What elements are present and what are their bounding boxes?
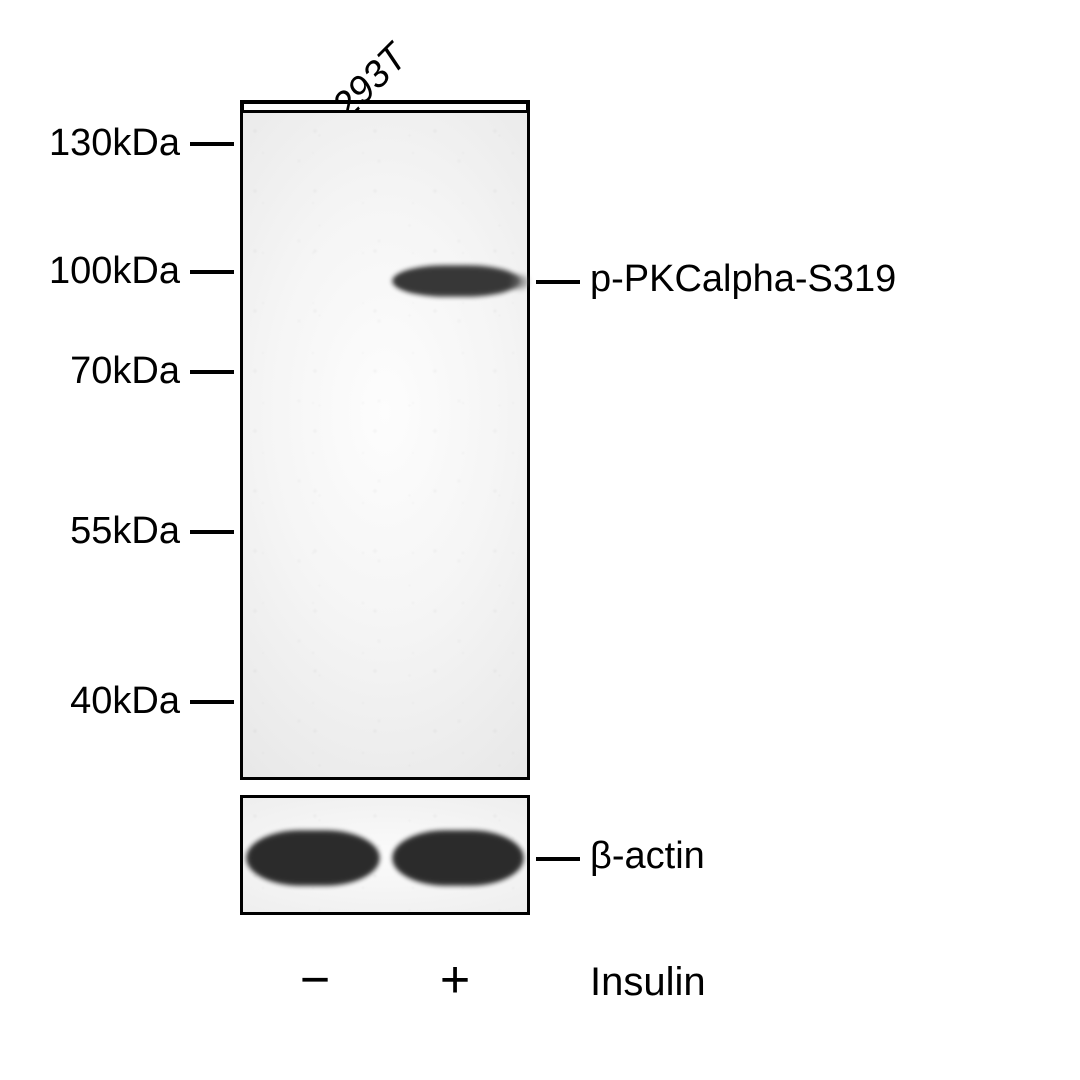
mw-130: 130kDa	[20, 122, 180, 165]
mw-40: 40kDa	[20, 680, 180, 723]
mw-55-tick	[190, 530, 234, 534]
mw-70-tick	[190, 370, 234, 374]
main-blot-grain	[243, 113, 527, 777]
mw-55: 55kDa	[20, 510, 180, 553]
lane2-plus: +	[430, 950, 480, 1010]
mw-100-tick	[190, 270, 234, 274]
actin-label: β-actin	[590, 835, 705, 878]
sample-rule	[240, 100, 530, 104]
p-pkc-label: p-PKCalpha-S319	[590, 258, 896, 301]
treatment-label: Insulin	[590, 960, 706, 1005]
western-blot-figure: 293T 130kDa 100kDa 70kDa 55kDa 40kDa p-P…	[0, 0, 1080, 1080]
actin-band-lane1-halo	[246, 830, 380, 886]
mw-70: 70kDa	[20, 350, 180, 393]
p-pkc-band-lane2-halo	[392, 265, 520, 297]
p-pkc-tick	[536, 280, 580, 284]
p-pkc-band-lane2-trail	[510, 275, 528, 289]
mw-100: 100kDa	[20, 250, 180, 293]
mw-40-tick	[190, 700, 234, 704]
actin-tick	[536, 857, 580, 861]
main-blot-panel	[240, 110, 530, 780]
actin-band-lane2-halo	[392, 830, 524, 886]
mw-130-tick	[190, 142, 234, 146]
lane1-minus: −	[290, 950, 340, 1010]
